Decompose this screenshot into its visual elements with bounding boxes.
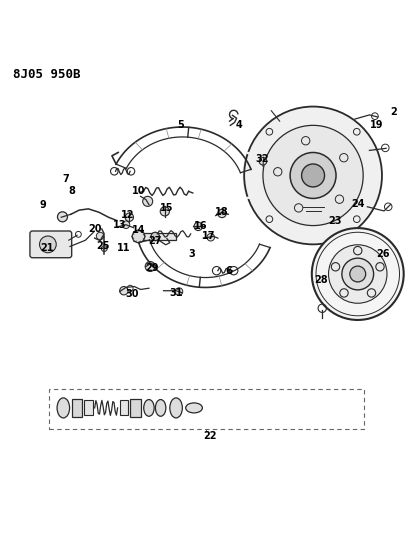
Circle shape <box>207 233 215 241</box>
Text: 12: 12 <box>122 209 135 220</box>
Text: 18: 18 <box>215 207 229 217</box>
Circle shape <box>101 246 107 252</box>
Text: 27: 27 <box>148 236 162 246</box>
Text: 11: 11 <box>117 243 131 253</box>
Circle shape <box>39 236 56 253</box>
Text: 4: 4 <box>235 119 242 130</box>
Ellipse shape <box>263 125 363 225</box>
Text: 9: 9 <box>39 200 46 209</box>
Circle shape <box>218 209 226 217</box>
Text: 5: 5 <box>177 119 184 130</box>
Circle shape <box>143 196 153 206</box>
Text: 7: 7 <box>62 174 69 184</box>
Text: 14: 14 <box>132 225 145 235</box>
Text: 26: 26 <box>376 249 390 259</box>
Text: 8: 8 <box>68 187 75 196</box>
Bar <box>84 400 93 415</box>
Bar <box>49 389 364 429</box>
Circle shape <box>259 158 267 165</box>
Text: 25: 25 <box>96 241 110 252</box>
Text: 24: 24 <box>351 199 365 209</box>
Text: 30: 30 <box>126 289 139 298</box>
Circle shape <box>125 213 134 221</box>
Text: 32: 32 <box>255 154 269 164</box>
Ellipse shape <box>144 400 154 416</box>
Text: 21: 21 <box>40 243 53 253</box>
Text: 10: 10 <box>132 187 145 196</box>
Circle shape <box>120 287 128 295</box>
Text: 16: 16 <box>194 221 208 231</box>
Bar <box>134 233 176 240</box>
Text: 13: 13 <box>113 220 127 230</box>
Ellipse shape <box>244 107 382 244</box>
Text: 20: 20 <box>88 224 101 234</box>
Text: 15: 15 <box>160 203 173 213</box>
Circle shape <box>122 221 130 229</box>
Ellipse shape <box>186 403 202 413</box>
FancyBboxPatch shape <box>30 231 72 258</box>
Ellipse shape <box>342 258 374 290</box>
Circle shape <box>57 212 67 222</box>
Text: 8J05 950B: 8J05 950B <box>13 68 81 81</box>
Text: 19: 19 <box>370 119 383 130</box>
Text: 22: 22 <box>203 432 216 441</box>
Circle shape <box>160 207 169 216</box>
Ellipse shape <box>290 152 336 198</box>
Text: 2: 2 <box>390 107 397 117</box>
Circle shape <box>175 288 183 295</box>
Ellipse shape <box>350 266 366 282</box>
Circle shape <box>96 232 104 240</box>
Circle shape <box>145 262 155 271</box>
Bar <box>72 399 82 417</box>
Ellipse shape <box>302 164 325 187</box>
Ellipse shape <box>155 400 166 416</box>
Ellipse shape <box>312 228 403 320</box>
Text: 29: 29 <box>145 263 159 273</box>
Circle shape <box>194 222 202 231</box>
Circle shape <box>151 232 159 240</box>
Text: 31: 31 <box>169 288 183 298</box>
Text: 6: 6 <box>225 265 232 276</box>
Text: 17: 17 <box>202 231 215 241</box>
Ellipse shape <box>170 398 182 418</box>
Text: 23: 23 <box>328 215 341 225</box>
Ellipse shape <box>328 245 387 303</box>
Ellipse shape <box>57 398 70 418</box>
Bar <box>130 399 141 417</box>
Circle shape <box>132 230 145 243</box>
Bar <box>120 400 128 415</box>
Text: 28: 28 <box>315 275 328 285</box>
Text: 3: 3 <box>189 249 195 259</box>
